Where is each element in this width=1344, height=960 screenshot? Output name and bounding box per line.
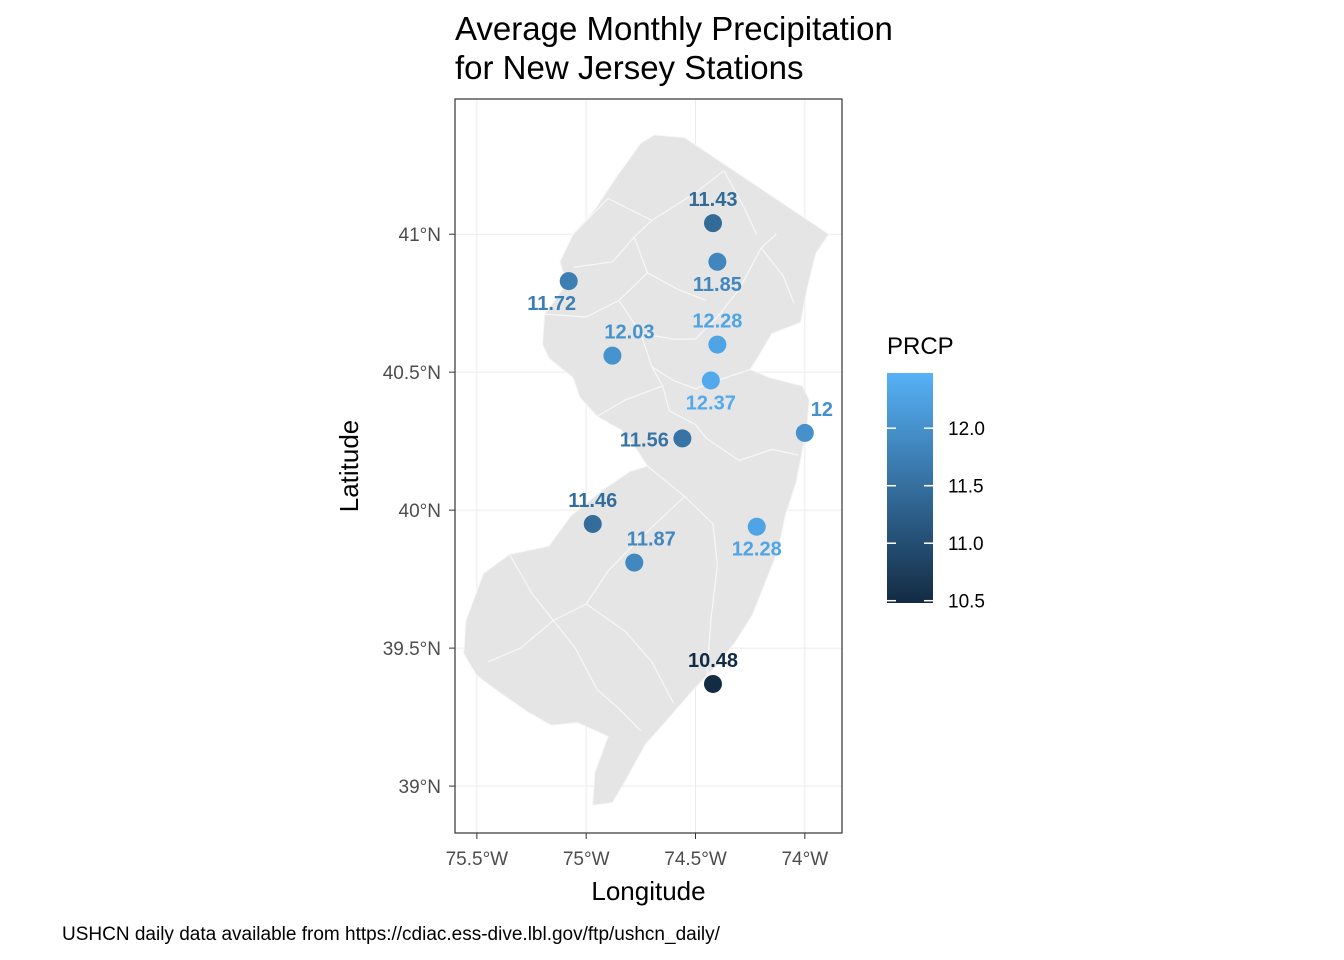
county-border-line	[662, 385, 799, 462]
y-tick-label: 40.5°N	[383, 363, 441, 384]
legend-ticks: 10.5 11.0 11.5 12.0	[887, 419, 985, 613]
station-value-label: 12.28	[692, 311, 742, 333]
plot-panel-border	[454, 98, 843, 834]
x-axis-ticks: 75.5°W 75°W 74.5°W 74°W	[446, 833, 828, 870]
chart-title-line-2: for New Jersey Stations	[455, 49, 803, 86]
legend-color-bar	[887, 373, 933, 603]
county-border-line	[544, 272, 648, 318]
legend-tick-label: 10.5	[948, 592, 985, 613]
y-tick-label: 41°N	[399, 225, 441, 246]
legend-tick-label: 11.0	[948, 534, 984, 555]
county-border-line	[760, 247, 795, 304]
county-border-line	[596, 385, 663, 417]
y-tick-label: 39.5°N	[383, 639, 441, 660]
county-border-line	[633, 236, 707, 301]
station-point	[583, 514, 602, 533]
county-border-line	[695, 233, 777, 340]
county-border-line	[553, 495, 686, 622]
station-point	[704, 674, 722, 693]
y-axis-title: Latitude	[334, 420, 364, 513]
color-legend: PRCP 10.5 11.0 11.5 12.0	[887, 333, 985, 613]
x-tick-label: 75.5°W	[446, 849, 509, 870]
station-point	[704, 214, 722, 233]
station-point	[701, 371, 720, 390]
station-value-label: 11.72	[527, 293, 576, 315]
station-value-label: 11.85	[693, 274, 742, 296]
station-point	[673, 429, 692, 448]
county-border-line	[640, 332, 696, 340]
x-tick-label: 74.5°W	[664, 849, 727, 870]
station-point	[747, 517, 766, 536]
station-point	[708, 252, 727, 271]
legend-title: PRCP	[887, 333, 954, 360]
y-tick-label: 40°N	[399, 501, 441, 522]
y-axis-ticks: 39°N 39.5°N 40°N 40.5°N 41°N	[383, 225, 455, 798]
county-border-line	[723, 170, 758, 235]
station-point	[603, 346, 622, 365]
legend-tick-label: 12.0	[948, 419, 985, 440]
new-jersey-land	[463, 134, 830, 806]
x-tick-label: 74°W	[781, 849, 828, 870]
station-value-label: 12.28	[732, 539, 782, 561]
station-value-label: 11.43	[689, 189, 738, 211]
county-border-line	[573, 219, 653, 268]
station-value-label: 10.48	[688, 650, 738, 672]
station-value-label: 12	[811, 399, 833, 421]
caption: USHCN daily data available from https://…	[62, 924, 721, 945]
station-point	[625, 553, 644, 572]
station-point	[559, 272, 578, 291]
county-border-line	[647, 465, 719, 682]
county-borders	[487, 170, 799, 732]
station-point	[708, 335, 727, 354]
x-tick-label: 75°W	[563, 849, 610, 870]
county-border-line	[618, 300, 664, 387]
station-value-label: 12.37	[686, 392, 736, 414]
county-border-line	[651, 366, 751, 390]
county-border-line	[596, 689, 642, 732]
station-point	[795, 423, 814, 442]
county-border-line	[487, 620, 554, 663]
x-axis-title: Longitude	[591, 876, 705, 906]
county-border-line	[585, 603, 675, 704]
station-labels: 11.43 11.85 11.72 12.28 12.03 12.37 11.56 12 11.…	[527, 189, 833, 672]
state-map	[463, 134, 830, 806]
chart-title-line-1: Average Monthly Precipitation	[455, 10, 893, 47]
legend-tick-label: 11.5	[948, 477, 984, 498]
station-points	[559, 214, 814, 693]
station-value-label: 11.56	[620, 429, 669, 451]
station-value-label: 11.87	[627, 529, 676, 551]
station-value-label: 12.03	[604, 322, 654, 344]
station-value-label: 11.46	[568, 490, 617, 512]
y-tick-label: 39°N	[399, 777, 441, 798]
